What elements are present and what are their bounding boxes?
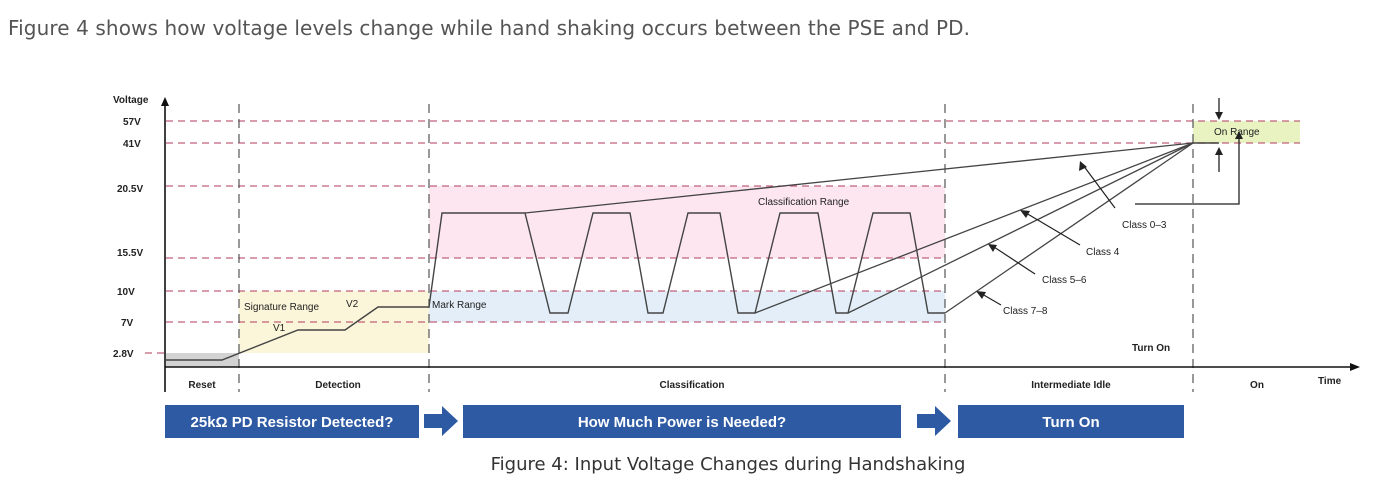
tick-7v: 7V — [121, 318, 134, 329]
voltage-gridlines — [145, 120, 1300, 354]
tick-20-5v: 20.5V — [117, 184, 143, 195]
banner-detection — [165, 405, 419, 438]
class-7-8-label: Class 7–8 — [1003, 306, 1048, 317]
on-range-markers — [1135, 98, 1240, 205]
y-axis-label: Voltage — [113, 95, 149, 106]
tick-10v: 10V — [117, 287, 135, 298]
on-range-label: On Range — [1214, 127, 1260, 138]
voltage-tick-labels: 57V 41V 20.5V 15.5V 10V 7V 2.8V — [113, 117, 143, 360]
class-ramp-lines — [524, 142, 1194, 314]
on-range-pointer-arrow-icon — [1235, 131, 1243, 139]
tick-2-8v: 2.8V — [113, 349, 134, 360]
phase-labels: Reset Detection Classification Intermedi… — [188, 380, 1264, 391]
class-0-3-label: Class 0–3 — [1122, 220, 1167, 231]
phase-reset: Reset — [188, 380, 216, 391]
mark-range-region — [429, 291, 945, 322]
class-4-label: Class 4 — [1086, 247, 1120, 258]
voltage-waveform — [166, 212, 945, 361]
v2-label: V2 — [346, 299, 359, 310]
x-axis-arrow-icon — [1350, 363, 1360, 371]
banner-arrow-2-icon — [917, 406, 951, 436]
figure-caption: Figure 4: Input Voltage Changes during H… — [490, 454, 966, 475]
banner-classification-text: How Much Power is Needed? — [578, 414, 786, 431]
tick-15-5v: 15.5V — [117, 248, 143, 259]
phase-intermediate-idle: Intermediate Idle — [1031, 380, 1111, 391]
classification-range-region — [429, 186, 945, 258]
x-axis-label: Time — [1318, 376, 1342, 387]
banner-turn-on-text: Turn On — [1042, 414, 1099, 431]
banner-turn-on — [958, 405, 1184, 438]
signature-range-label: Signature Range — [244, 302, 319, 313]
on-range-up-arrow-icon — [1215, 147, 1223, 155]
on-range-region — [1193, 121, 1300, 143]
turn-on-label: Turn On — [1132, 343, 1170, 354]
v1-label: V1 — [273, 323, 286, 334]
on-range-down-arrow-icon — [1215, 112, 1223, 120]
phase-classification: Classification — [659, 380, 724, 391]
classification-range-label: Classification Range — [758, 197, 850, 208]
phase-on: On — [1250, 380, 1264, 391]
mark-range-label: Mark Range — [432, 300, 487, 311]
class-5-6-label: Class 5–6 — [1042, 275, 1087, 286]
banner-classification — [463, 405, 901, 438]
class-leader-arrows — [981, 164, 1116, 306]
banner-arrow-1-icon — [424, 406, 458, 436]
phase-dividers — [238, 104, 1194, 392]
intro-paragraph: Figure 4 shows how voltage levels change… — [8, 16, 971, 40]
tick-57v: 57V — [123, 117, 141, 128]
banner-detection-text: 25kΩ PD Resistor Detected? — [191, 414, 394, 431]
class-arrowheads — [976, 161, 1087, 299]
y-axis-arrow-icon — [161, 97, 169, 106]
tick-41v: 41V — [123, 139, 141, 150]
phase-detection: Detection — [315, 380, 361, 391]
